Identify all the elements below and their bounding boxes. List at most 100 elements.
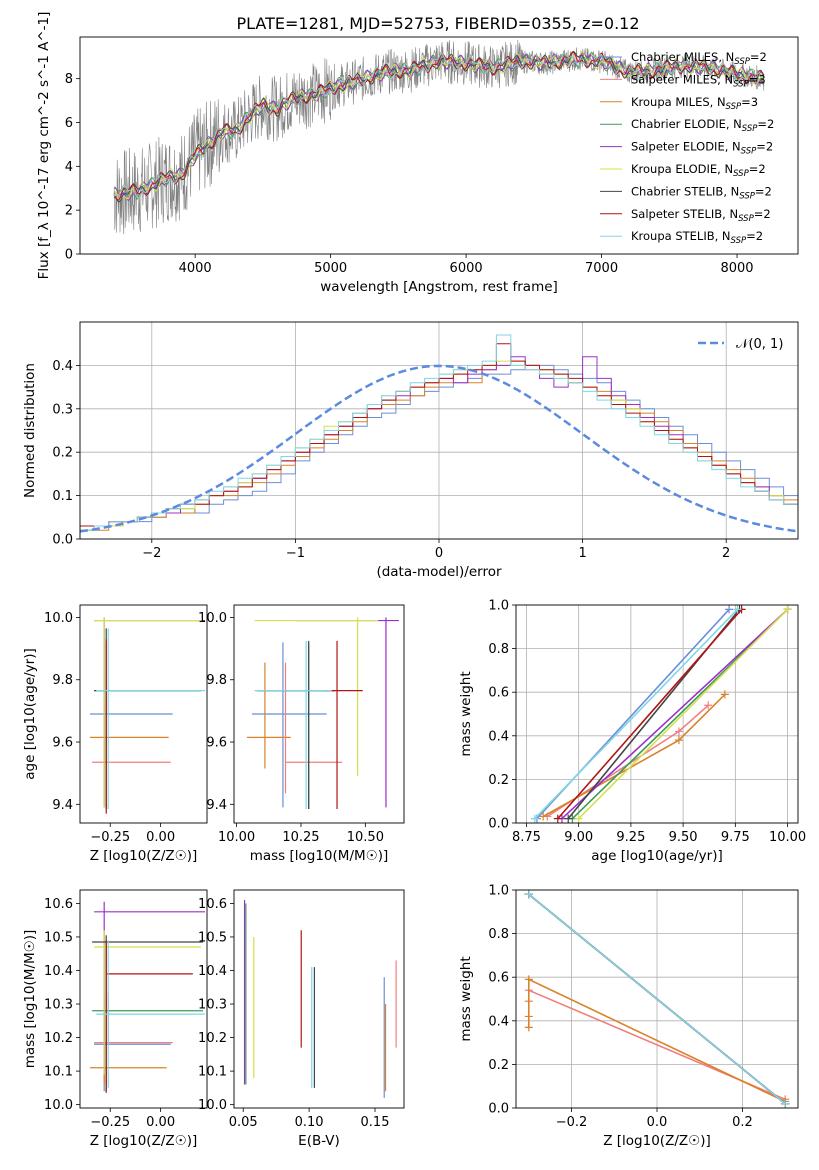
spectrum-frame [79, 36, 799, 255]
weight-vs-age-xtick-label: 9.75 [721, 830, 750, 845]
residuals-xtick-label: 1 [578, 546, 586, 561]
mass-vs-EBV-axes: 0.05 0.10 0.15 10.0 10.1 10.2 10.3 10.4 10.5 10.6… [198, 889, 405, 1149]
weight-vs-age-xtick-label: 8.75 [512, 830, 541, 845]
age-vs-mass-ytick-label: 10.0 [198, 611, 227, 626]
legend-entry-value: =2 [755, 184, 772, 198]
weight-marker [524, 975, 533, 984]
age-vs-mass-xtick-label: 10.25 [282, 830, 319, 845]
legend-entry: Kroupa STELIB, NSSP=2 [631, 229, 763, 246]
weight-marker [524, 1012, 533, 1021]
weight-marker [704, 701, 713, 710]
weight-vs-age-xtick-label: 9.25 [616, 830, 645, 845]
weight-marker [733, 605, 742, 614]
errorbar-point [94, 628, 201, 809]
model-spectrum-line [113, 51, 765, 200]
weight-line [528, 893, 786, 1105]
mass-vs-EBV-xlabel: E(B-V) [298, 1133, 340, 1149]
weight-marker [674, 727, 683, 736]
residuals-panel: −2 −1 0 1 2 0.0 0.1 0.2 0.3 0.4 (data-model)/error… [22, 321, 799, 580]
histogram-step [80, 356, 798, 539]
errorbar-point [90, 706, 169, 769]
weight-vs-age-ytick-label: 0.2 [488, 773, 509, 788]
mass-vs-EBV-ytick-label: 10.2 [198, 1031, 227, 1046]
weight-marker [553, 814, 562, 823]
age-vs-Z-ytick-label: 9.8 [52, 673, 73, 688]
mass-vs-Z-axes: −0.25 0.00 10.0 10.1 10.2 10.3 10.4 10.5 10.6 Z [… [22, 889, 208, 1149]
spectrum-panel: 4000 5000 6000 7000 8000 0 2 4 6 8 wavelength [Ang… [36, 12, 799, 295]
weight-vs-age-ylabel: mass weight [458, 671, 474, 756]
spectrum-ytick-label: 4 [65, 160, 73, 175]
mass-vs-EBV-xtick-label: 0.05 [229, 1115, 258, 1130]
weight-vs-age-xtick-label: 9.00 [564, 830, 593, 845]
age-vs-Z-axes: −0.25 0.00 9.4 9.6 9.8 10.0 Z [log10(Z/Z☉)] age… [22, 604, 208, 864]
plots-layer: 4000 5000 6000 7000 8000 0 2 4 6 8 wavelength [Ang… [22, 12, 806, 1149]
weight-vs-Z-panel: −0.2 0.0 0.2 0.0 0.2 0.4 0.6 0.8 1.0 Z [log10(Z/Z… [458, 884, 799, 1149]
legend-entry-value: =2 [754, 207, 771, 221]
weight-marker [564, 814, 573, 823]
weight-vs-age-panel: 8.75 9.00 9.25 9.50 9.75 10.00 0.0 0.2 0.4 0.6 0.8… [458, 599, 806, 865]
mass-vs-EBV-frame [233, 889, 405, 1109]
mass-vs-EBV-ytick-label: 10.5 [198, 930, 227, 945]
weight-line [561, 608, 789, 820]
errorbar-point [254, 640, 332, 809]
weight-vs-Z-data [524, 890, 790, 1108]
weight-marker [574, 814, 583, 823]
weight-vs-age-data [530, 605, 792, 823]
weight-vs-Z-ytick-label: 0.8 [488, 927, 509, 942]
legend-entry-sub: SSP [733, 169, 749, 179]
mass-vs-EBV-data [243, 900, 397, 1098]
legend-entry-sub: SSP [741, 147, 757, 157]
residuals-xtick-label: −2 [142, 546, 161, 561]
residuals-axes: −2 −1 0 1 2 0.0 0.1 0.2 0.3 0.4 (data-model)/error… [22, 321, 799, 580]
spectrum-ylabel: Flux [f_λ 10^-17 erg cm^-2 s^-1 A^-1] [36, 12, 52, 280]
mass-vs-Z-xtick-label: 0.00 [146, 1115, 175, 1130]
errorbar-point [252, 642, 327, 808]
weight-marker [720, 690, 729, 699]
legend-entry: Chabrier ELODIE, NSSP=2 [631, 117, 774, 134]
legend-entry-sub: SSP [733, 79, 749, 89]
weight-vs-age-frame [515, 604, 799, 824]
residuals-ytick-label: 0.1 [52, 489, 73, 504]
errorbar-point [254, 617, 379, 777]
figure-title: PLATE=1281, MJD=52753, FIBERID=0355, z=0… [236, 14, 639, 33]
mass-vs-EBV-xtick-label: 0.15 [361, 1115, 390, 1130]
weight-vs-age-axes: 8.75 9.00 9.25 9.50 9.75 10.00 0.0 0.2 0.4 0.6 0.8… [458, 599, 806, 865]
weight-marker [539, 812, 548, 821]
mass-vs-Z-ylabel: mass [log10(M/M☉)] [22, 930, 38, 1069]
legend-entry: Kroupa MILES, NSSP=3 [631, 95, 758, 112]
weight-marker [674, 736, 683, 745]
gaussian-reference-curve [80, 364, 798, 533]
histogram-step [80, 360, 798, 539]
spectrum-xtick-label: 6000 [450, 261, 483, 276]
age-vs-mass-data [246, 617, 399, 809]
errorbar-point [94, 901, 205, 1073]
weight-vs-age-xtick-label: 9.50 [669, 830, 698, 845]
weight-vs-age-ytick-label: 0.8 [488, 642, 509, 657]
age-vs-Z-xlabel: Z [log10(Z/Z☉)] [90, 848, 198, 864]
spectrum-xtick-label: 5000 [314, 261, 347, 276]
age-vs-Z-xtick-label: −0.25 [90, 830, 130, 845]
weight-vs-Z-ytick-label: 0.6 [488, 971, 509, 986]
legend-entry-sub: SSP [731, 236, 747, 246]
errorbar-point [257, 640, 335, 809]
weight-vs-Z-ytick-label: 0.4 [488, 1014, 509, 1029]
weight-marker [524, 1023, 533, 1032]
weight-vs-age-xtick-label: 10.00 [769, 830, 806, 845]
weight-marker [781, 1099, 790, 1108]
spectrum-ytick-label: 2 [65, 204, 73, 219]
errorbar-point [90, 682, 173, 808]
legend-entry-value: =2 [757, 117, 774, 131]
observed-spectrum-line [113, 39, 765, 235]
weight-line [534, 608, 738, 820]
spectrum-xlabel: wavelength [Angstrom, rest frame] [320, 279, 558, 295]
weight-vs-age-ytick-label: 1.0 [488, 599, 509, 614]
mass-vs-Z-ytick-label: 10.3 [44, 998, 73, 1013]
legend-entry-sub: SSP [742, 124, 758, 134]
mass-vs-Z-ytick-label: 10.6 [44, 897, 73, 912]
age-vs-mass-xlabel: mass [log10(M/M☉)] [250, 848, 389, 864]
weight-vs-age-grid [516, 604, 798, 824]
age-vs-Z-ytick-label: 9.4 [52, 798, 73, 813]
age-vs-mass-xtick-label: 10.00 [218, 830, 255, 845]
age-vs-Z-frame [79, 604, 208, 824]
legend-entry-sub: SSP [739, 191, 755, 201]
